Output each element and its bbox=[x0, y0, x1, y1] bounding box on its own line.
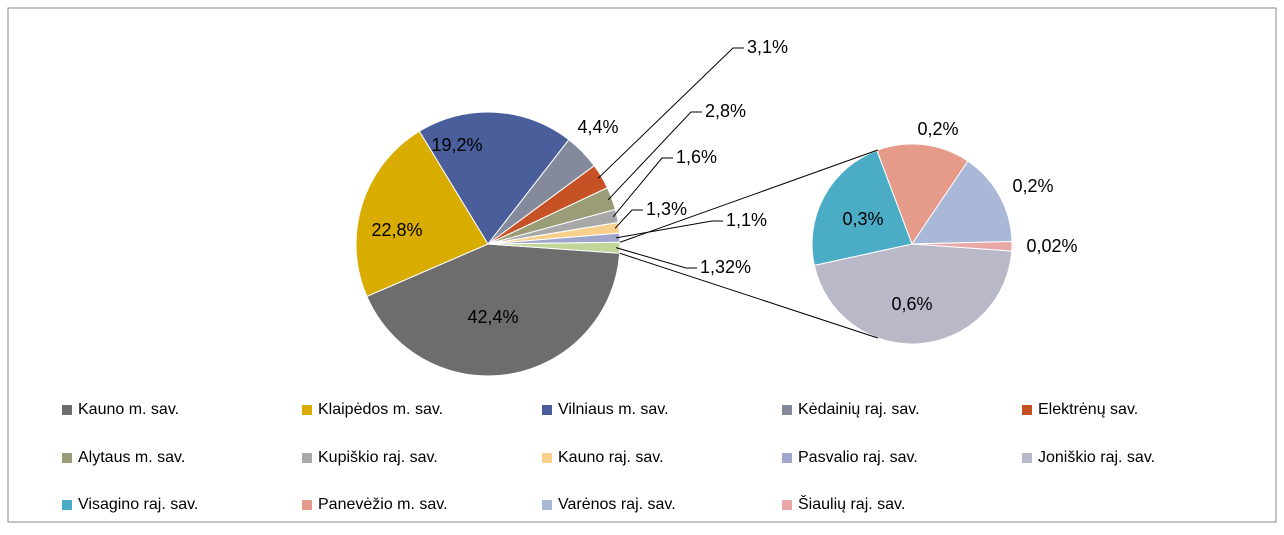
data-label: 0,02% bbox=[1026, 236, 1077, 256]
data-label: 1,6% bbox=[676, 147, 717, 167]
leader-line bbox=[614, 209, 643, 229]
legend-label: Klaipėdos m. sav. bbox=[318, 401, 443, 418]
pie-slice bbox=[876, 143, 969, 246]
data-label: 2,8% bbox=[705, 101, 746, 121]
legend-label: Alytaus m. sav. bbox=[78, 449, 185, 466]
data-label: 22,8% bbox=[371, 220, 422, 240]
legend-swatch bbox=[302, 500, 312, 510]
leader-line bbox=[612, 157, 673, 218]
legend-swatch bbox=[542, 453, 552, 463]
legend-label: Vilniaus m. sav. bbox=[558, 401, 669, 418]
data-label: 19,2% bbox=[431, 135, 482, 155]
pie-slice bbox=[418, 111, 570, 245]
legend-label: Kauno raj. sav. bbox=[558, 449, 664, 466]
legend-label: Šiaulių raj. sav. bbox=[798, 494, 905, 513]
legend-label: Pasvalio raj. sav. bbox=[798, 449, 918, 466]
legend-label: Kupiškio raj. sav. bbox=[318, 449, 438, 466]
pie-slice bbox=[355, 130, 489, 298]
data-label: 1,3% bbox=[646, 199, 687, 219]
connector-line bbox=[619, 252, 878, 339]
legend-label: Varėnos raj. sav. bbox=[558, 496, 676, 513]
pie-slice bbox=[911, 160, 1013, 245]
data-label: 0,2% bbox=[1012, 176, 1053, 196]
legend-swatch bbox=[782, 453, 792, 463]
leader-line bbox=[597, 47, 744, 179]
legend-label: Visagino raj. sav. bbox=[78, 496, 198, 513]
leader-line bbox=[607, 111, 702, 201]
legend-swatch bbox=[62, 405, 72, 415]
pie-slice bbox=[911, 240, 1013, 252]
leader-line bbox=[615, 247, 697, 269]
legend-label: Kėdainių raj. sav. bbox=[798, 401, 920, 418]
data-label: 1,1% bbox=[726, 210, 767, 230]
pie-slice bbox=[487, 241, 621, 254]
data-label: 0,2% bbox=[917, 119, 958, 139]
legend-swatch bbox=[542, 405, 552, 415]
data-label: 0,6% bbox=[891, 294, 932, 314]
legend-swatch bbox=[1022, 453, 1032, 463]
data-label: 42,4% bbox=[467, 307, 518, 327]
data-label: 0,3% bbox=[842, 209, 883, 229]
chart-frame bbox=[7, 7, 1277, 523]
legend-swatch bbox=[302, 405, 312, 415]
legend-label: Kauno m. sav. bbox=[78, 401, 179, 418]
legend-swatch bbox=[62, 453, 72, 463]
data-label: 1,32% bbox=[700, 257, 751, 277]
legend-label: Panevėžio m. sav. bbox=[318, 496, 448, 513]
pie-slice bbox=[366, 243, 621, 377]
legend-label: Elektrėnų sav. bbox=[1038, 401, 1138, 418]
data-label: 4,4% bbox=[577, 117, 618, 137]
legend-label: Joniškio raj. sav. bbox=[1038, 449, 1155, 466]
legend-swatch bbox=[542, 500, 552, 510]
pie-slice bbox=[811, 149, 913, 267]
legend-swatch bbox=[302, 453, 312, 463]
legend-swatch bbox=[1022, 405, 1032, 415]
connector-line bbox=[619, 149, 878, 243]
pie-slice bbox=[813, 243, 1013, 345]
legend-swatch bbox=[62, 500, 72, 510]
legend-swatch bbox=[782, 500, 792, 510]
legend-swatch bbox=[782, 405, 792, 415]
data-label: 3,1% bbox=[747, 37, 788, 57]
